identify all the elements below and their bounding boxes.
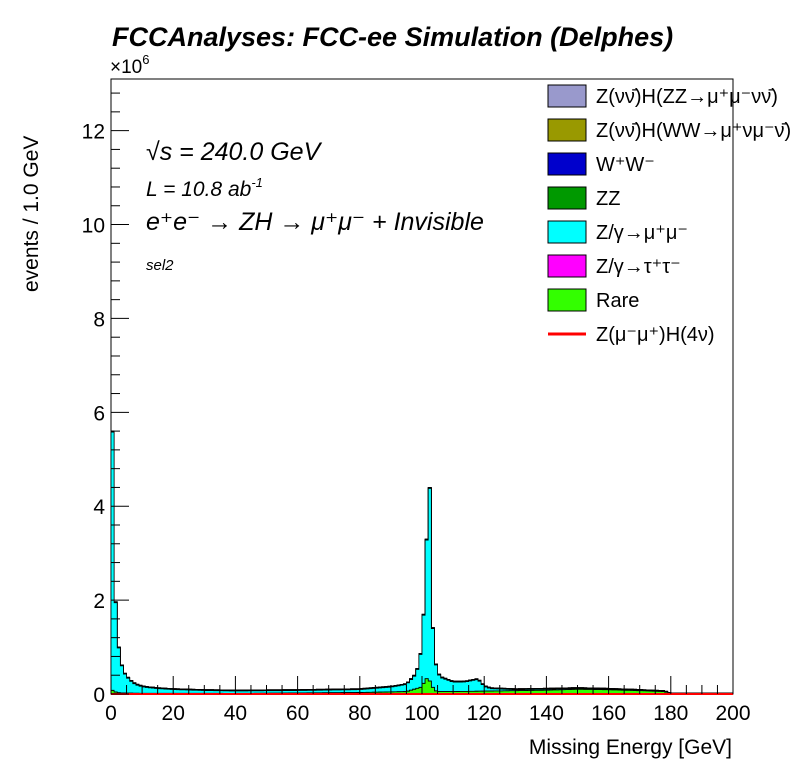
chart-title: FCCAnalyses: FCC-ee Simulation (Delphes) (112, 22, 673, 52)
x-tick-label: 160 (591, 702, 626, 725)
x-tick-label: 60 (286, 702, 309, 725)
x-tick-label: 100 (404, 702, 439, 725)
legend-label: ZZ (596, 188, 620, 210)
luminosity-annotation: L = 10.8 ab-1 (146, 175, 263, 201)
y-tick-label: 4 (93, 496, 105, 519)
y-tick-label: 12 (82, 121, 105, 144)
legend-label: Rare (596, 290, 639, 312)
y-tick-label: 10 (82, 215, 105, 238)
legend-swatch (547, 84, 587, 108)
y-tick-label: 2 (93, 590, 105, 613)
legend-label: Z/γ→τ⁺τ⁻ (596, 256, 681, 278)
y-tick-label: 0 (93, 684, 105, 707)
y-multiplier: ×106 (110, 52, 149, 78)
x-tick-label: 200 (715, 702, 750, 725)
x-axis-label: Missing Energy [GeV] (529, 736, 732, 759)
histogram-stack (110, 430, 734, 695)
legend-swatch (547, 220, 587, 244)
y-axis-label: events / 1.0 GeV (20, 136, 43, 292)
legend-swatch (547, 254, 587, 278)
legend-label: W⁺W⁻ (596, 154, 655, 176)
y-tick-label: 6 (93, 402, 105, 425)
legend-swatch (547, 118, 587, 142)
legend-swatch (547, 288, 587, 312)
y-tick-label: 8 (93, 308, 105, 331)
x-tick-label: 40 (224, 702, 247, 725)
legend-label: Z(νν̄)H(ZZ→μ⁺μ⁻νν̄) (596, 86, 778, 108)
x-tick-label: 20 (162, 702, 185, 725)
legend: Z(νν̄)H(ZZ→μ⁺μ⁻νν̄) Z(νν̄)H(WW→μ⁺νμ⁻ν̄) W⁺… (547, 84, 791, 346)
x-tick-label: 140 (529, 702, 564, 725)
x-tick-label: 180 (653, 702, 688, 725)
legend-label: Z/γ→μ⁺μ⁻ (596, 222, 688, 244)
axes: 0 20 40 60 80 100 120 140 160 180 200 0 2 4 6 8 10 12 (82, 92, 751, 725)
legend-label: Z(μ⁻μ⁺)H(4ν) (596, 324, 715, 346)
legend-label: Z(νν̄)H(WW→μ⁺νμ⁻ν̄) (596, 120, 791, 142)
x-tick-label: 0 (105, 702, 117, 725)
legend-swatch (547, 186, 587, 210)
x-tick-label: 80 (348, 702, 371, 725)
legend-swatch (547, 152, 587, 176)
x-tick-label: 120 (467, 702, 502, 725)
selection-annotation: sel2 (146, 257, 174, 274)
process-annotation: e⁺e⁻ → ZH → μ⁺μ⁻ + Invisible (146, 208, 484, 236)
sqrt-s-annotation: √s = 240.0 GeV (146, 138, 323, 166)
series-2-area (110, 431, 734, 695)
